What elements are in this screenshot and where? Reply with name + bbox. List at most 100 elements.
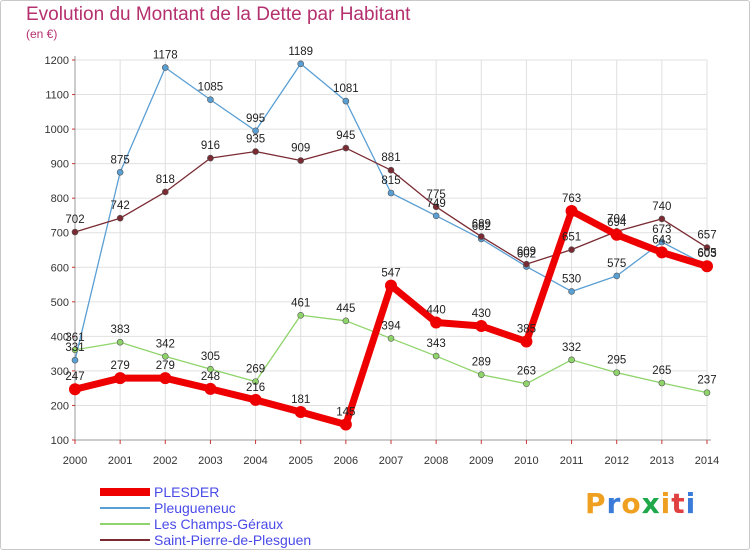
data-label: 740: [652, 201, 671, 213]
data-label: 440: [427, 305, 446, 317]
proxiti-logo: Proxiti: [585, 487, 696, 520]
data-label: 763: [562, 193, 581, 205]
data-point: [475, 320, 488, 332]
data-label: 279: [111, 360, 130, 372]
data-point: [204, 382, 217, 395]
data-point: [159, 372, 172, 385]
data-point: [701, 260, 713, 273]
data-point: [207, 96, 214, 104]
logo-letter: o: [621, 487, 642, 520]
y-tick-label: 500: [51, 297, 69, 309]
data-label: 673: [652, 224, 671, 236]
data-label: 704: [607, 213, 627, 225]
legend-swatch: [100, 507, 150, 509]
data-point: [339, 418, 352, 431]
data-point: [252, 148, 259, 155]
data-point: [342, 144, 350, 152]
data-point: [613, 369, 621, 376]
data-label: 445: [336, 303, 355, 315]
y-tick-label: 1200: [45, 55, 69, 67]
y-tick-label: 900: [51, 159, 69, 171]
data-point: [252, 378, 259, 385]
data-point: [207, 154, 214, 162]
x-tick-label: 2002: [153, 455, 177, 467]
data-label: 305: [201, 351, 220, 363]
data-label: 145: [336, 406, 355, 418]
data-point: [432, 203, 440, 211]
data-point: [342, 97, 350, 105]
data-label: 775: [427, 189, 446, 201]
data-label: 289: [472, 357, 491, 369]
y-tick-label: 600: [51, 262, 69, 274]
data-label: 602: [517, 249, 536, 261]
data-label: 945: [336, 130, 355, 142]
data-point: [658, 379, 666, 387]
data-label: 343: [427, 338, 446, 350]
data-point: [477, 233, 485, 240]
data-label: 881: [381, 152, 400, 164]
data-label: 361: [65, 332, 84, 344]
data-label: 279: [156, 360, 175, 372]
data-point: [613, 272, 621, 280]
data-label: 385: [517, 324, 536, 336]
data-point: [655, 246, 668, 259]
data-label: 265: [652, 365, 671, 377]
data-point: [71, 346, 79, 354]
x-tick-label: 2014: [695, 455, 719, 467]
logo-letter: t: [671, 487, 686, 520]
data-label: 547: [381, 268, 400, 280]
data-label: 935: [246, 134, 265, 146]
legend-swatch: [100, 539, 150, 541]
chart-title: Evolution du Montant de la Dette par Hab…: [26, 4, 411, 25]
data-label: 331: [65, 342, 84, 354]
data-point: [523, 380, 530, 387]
legend-label: Saint-Pierre-de-Plesguen: [154, 532, 312, 548]
data-point: [297, 311, 305, 319]
x-tick-label: 2010: [514, 455, 538, 467]
data-label: 875: [111, 154, 130, 166]
data-label: 263: [517, 366, 536, 378]
data-label: 702: [65, 214, 84, 226]
data-point: [71, 356, 79, 364]
data-point: [477, 371, 485, 379]
data-label: 995: [246, 113, 265, 125]
data-label: 603: [697, 248, 716, 260]
data-label: 682: [472, 221, 491, 233]
legend-label: Pleugueneuc: [154, 500, 236, 516]
y-tick-label: 700: [51, 228, 69, 240]
x-tick-label: 2003: [198, 455, 222, 467]
y-tick-label: 400: [51, 331, 69, 343]
data-point: [114, 372, 127, 385]
data-point: [658, 238, 666, 246]
data-label: 575: [607, 258, 626, 270]
data-label: 1085: [198, 82, 224, 94]
data-point: [294, 406, 307, 419]
data-label: 461: [291, 297, 310, 309]
data-point: [297, 60, 305, 68]
x-tick-label: 2008: [424, 455, 448, 467]
data-point: [568, 356, 575, 364]
data-label: 1081: [333, 83, 359, 95]
data-point: [161, 188, 169, 196]
data-label: 916: [201, 140, 220, 152]
data-point: [703, 389, 711, 396]
data-point: [249, 393, 262, 406]
data-point: [568, 246, 575, 253]
x-tick-label: 2000: [63, 455, 87, 467]
data-point: [703, 244, 711, 251]
data-point: [116, 168, 124, 176]
data-label: 295: [607, 355, 626, 367]
data-point: [387, 335, 395, 342]
data-label: 237: [697, 375, 716, 387]
y-tick-label: 300: [51, 366, 69, 378]
data-label: 689: [472, 219, 491, 231]
data-label: 694: [607, 217, 627, 229]
x-tick-label: 2012: [604, 455, 628, 467]
data-point: [161, 353, 169, 360]
data-point: [432, 352, 440, 360]
x-tick-label: 2007: [379, 455, 403, 467]
data-point: [430, 316, 443, 329]
data-point: [116, 214, 124, 222]
data-point: [207, 365, 214, 373]
